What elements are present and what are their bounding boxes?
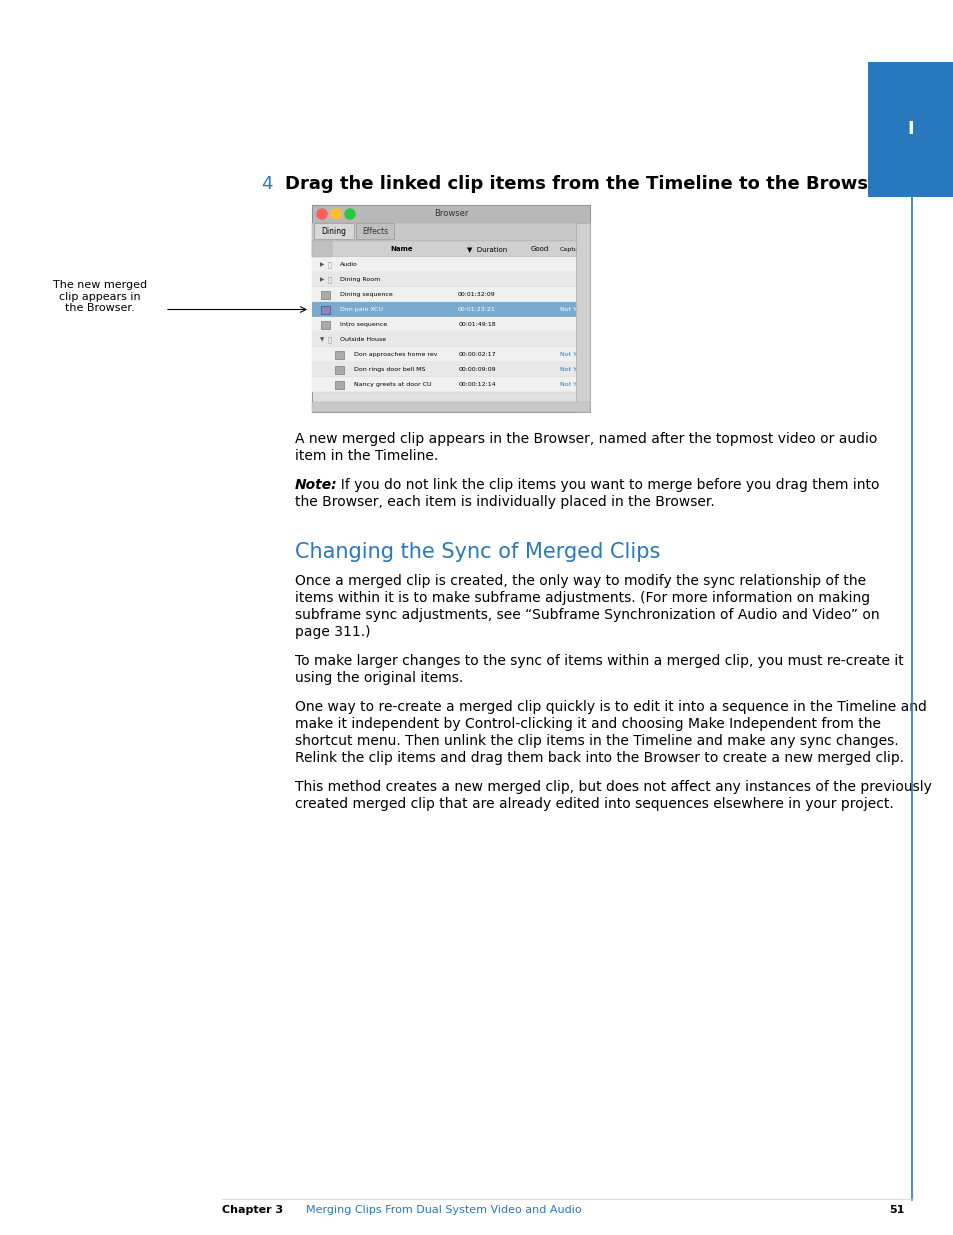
Bar: [312, 241, 589, 257]
Circle shape: [345, 209, 355, 219]
Text: Not Ye: Not Ye: [559, 382, 579, 387]
Bar: [312, 272, 576, 287]
Text: Note:: Note:: [294, 478, 337, 492]
Text: page 311.): page 311.): [294, 625, 370, 638]
Text: Relink the clip items and drag them back into the Browser to create a new merged: Relink the clip items and drag them back…: [294, 751, 903, 764]
Text: 00:00:12:14: 00:00:12:14: [457, 382, 496, 387]
Text: 00:01:49:18: 00:01:49:18: [457, 322, 496, 327]
Bar: [320, 290, 330, 299]
Text: The new merged
clip appears in
the Browser.: The new merged clip appears in the Brows…: [52, 280, 147, 314]
Text: ▶: ▶: [319, 262, 324, 267]
Text: 00:00:02:17: 00:00:02:17: [457, 352, 496, 357]
Bar: [312, 287, 576, 303]
Text: Changing the Sync of Merged Clips: Changing the Sync of Merged Clips: [294, 542, 659, 562]
Text: 🗁: 🗁: [328, 336, 332, 343]
Text: Name: Name: [391, 246, 413, 252]
Text: 🗁: 🗁: [328, 261, 332, 268]
Bar: [312, 332, 576, 347]
Text: ▼  Duration: ▼ Duration: [466, 246, 507, 252]
Text: Don pain XCU: Don pain XCU: [339, 308, 382, 312]
Text: item in the Timeline.: item in the Timeline.: [294, 450, 437, 463]
Text: Don approaches home rev: Don approaches home rev: [354, 352, 437, 357]
Bar: [312, 257, 576, 272]
Text: ▶: ▶: [319, 277, 324, 282]
Text: Not Ye: Not Ye: [559, 352, 579, 357]
Text: Captur: Captur: [558, 247, 580, 252]
Bar: [312, 362, 576, 377]
Bar: [335, 380, 344, 389]
Text: 51: 51: [889, 1205, 904, 1215]
Text: Effects: Effects: [361, 227, 388, 236]
Bar: [314, 224, 354, 240]
Text: 00:00:09:09: 00:00:09:09: [457, 367, 496, 372]
Text: Once a merged clip is created, the only way to modify the sync relationship of t: Once a merged clip is created, the only …: [294, 574, 865, 588]
Text: shortcut menu. Then unlink the clip items in the Timeline and make any sync chan: shortcut menu. Then unlink the clip item…: [294, 734, 898, 748]
Text: I: I: [906, 121, 913, 138]
Bar: [576, 224, 589, 412]
Bar: [335, 366, 344, 373]
Text: Drag the linked clip items from the Timeline to the Browser.: Drag the linked clip items from the Time…: [285, 175, 892, 193]
Text: Dining: Dining: [321, 227, 346, 236]
Bar: [320, 321, 330, 329]
Text: If you do not link the clip items you want to merge before you drag them into: If you do not link the clip items you wa…: [332, 478, 879, 492]
Text: Dining sequence: Dining sequence: [339, 291, 393, 296]
Bar: [312, 303, 576, 317]
Bar: [355, 224, 394, 240]
Text: Browser: Browser: [434, 210, 468, 219]
Bar: [312, 403, 589, 412]
Text: 00:01:32:09: 00:01:32:09: [457, 291, 496, 296]
Bar: [320, 305, 330, 314]
Text: using the original items.: using the original items.: [294, 671, 463, 685]
Text: Audio: Audio: [339, 262, 357, 267]
Bar: [312, 317, 576, 332]
Bar: [320, 305, 330, 314]
Text: 00:01:23:21: 00:01:23:21: [457, 308, 496, 312]
Text: subframe sync adjustments, see “Subframe Synchronization of Audio and Video” on: subframe sync adjustments, see “Subframe…: [294, 608, 879, 622]
Bar: [312, 241, 332, 257]
Bar: [312, 347, 576, 362]
Text: Intro sequence: Intro sequence: [339, 322, 387, 327]
Text: make it independent by Control-clicking it and choosing Make Independent from th: make it independent by Control-clicking …: [294, 718, 880, 731]
Bar: [312, 205, 589, 224]
Bar: [312, 224, 589, 241]
Text: the Browser, each item is individually placed in the Browser.: the Browser, each item is individually p…: [294, 495, 714, 509]
Text: created merged clip that are already edited into sequences elsewhere in your pro: created merged clip that are already edi…: [294, 797, 893, 811]
Text: Merging Clips From Dual System Video and Audio: Merging Clips From Dual System Video and…: [292, 1205, 581, 1215]
Text: 4: 4: [261, 175, 273, 193]
Text: Dining Room: Dining Room: [339, 277, 380, 282]
Text: ▼: ▼: [319, 337, 324, 342]
Bar: [867, 62, 953, 198]
Circle shape: [331, 209, 340, 219]
Bar: [312, 377, 576, 391]
Text: One way to re-create a merged clip quickly is to edit it into a sequence in the : One way to re-create a merged clip quick…: [294, 700, 926, 714]
Bar: [335, 351, 344, 358]
Text: items within it is to make subframe adjustments. (For more information on making: items within it is to make subframe adju…: [294, 592, 869, 605]
Text: 🗁: 🗁: [328, 277, 332, 283]
Text: A new merged clip appears in the Browser, named after the topmost video or audio: A new merged clip appears in the Browser…: [294, 432, 877, 446]
Text: Don rings door bell MS: Don rings door bell MS: [354, 367, 425, 372]
Text: Chapter 3: Chapter 3: [222, 1205, 283, 1215]
Text: Nancy greets at door CU: Nancy greets at door CU: [354, 382, 431, 387]
Bar: [312, 205, 589, 412]
Text: Not Ye: Not Ye: [559, 367, 579, 372]
Text: Good: Good: [530, 246, 549, 252]
Text: Not Ye: Not Ye: [559, 308, 579, 312]
Text: This method creates a new merged clip, but does not affect any instances of the : This method creates a new merged clip, b…: [294, 781, 931, 794]
Circle shape: [316, 209, 327, 219]
Text: To make larger changes to the sync of items within a merged clip, you must re-cr: To make larger changes to the sync of it…: [294, 655, 902, 668]
Text: Outside House: Outside House: [339, 337, 386, 342]
